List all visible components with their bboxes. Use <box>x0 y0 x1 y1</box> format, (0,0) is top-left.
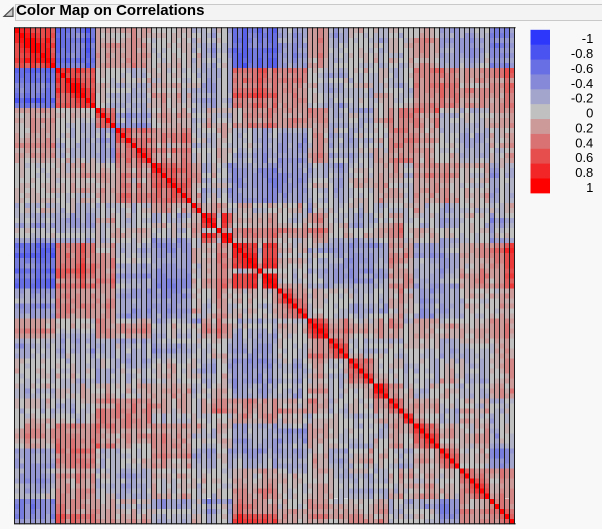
svg-text:-0.6: -0.6 <box>571 61 593 76</box>
svg-text:-0.8: -0.8 <box>571 46 593 61</box>
svg-text:0.4: 0.4 <box>575 135 593 150</box>
svg-text:0.6: 0.6 <box>575 150 593 165</box>
svg-text:-0.2: -0.2 <box>571 91 593 106</box>
svg-text:0: 0 <box>586 106 593 121</box>
svg-text:-1: -1 <box>582 31 594 46</box>
svg-text:-0.4: -0.4 <box>571 76 593 91</box>
svg-text:0.8: 0.8 <box>575 165 593 180</box>
svg-text:0.2: 0.2 <box>575 120 593 135</box>
svg-text:1: 1 <box>586 180 593 195</box>
